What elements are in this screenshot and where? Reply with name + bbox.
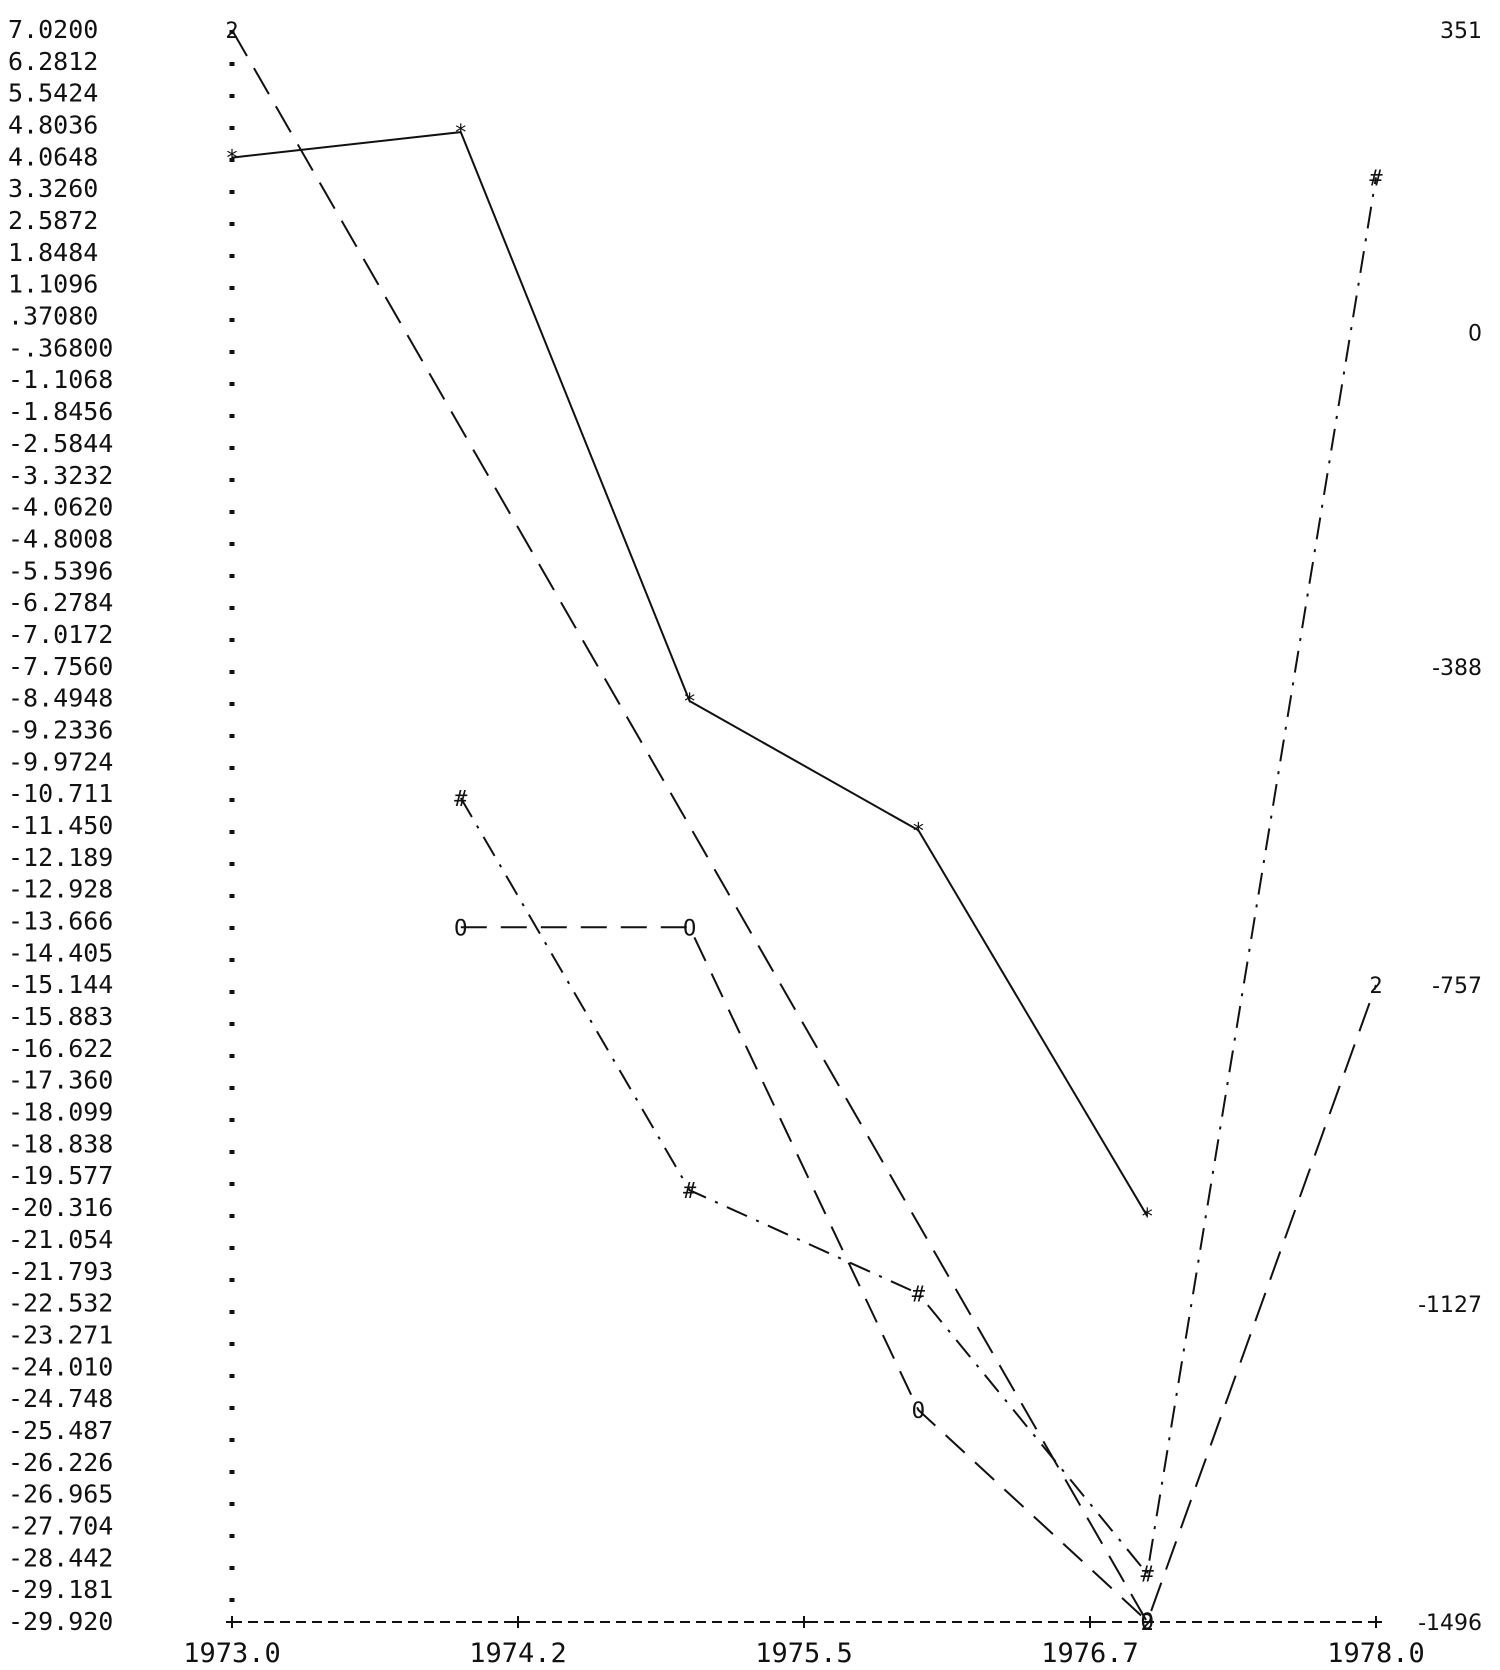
series-markers: * * * * * O O O O # # # # #2 2 2 bbox=[225, 19, 1383, 1636]
series-line-1 bbox=[231, 131, 1149, 1217]
y-tick-label-left: -29.920 bbox=[8, 1607, 113, 1636]
y-tick-label-left: -11.450 bbox=[8, 811, 113, 840]
y-tick-label-left: -24.748 bbox=[8, 1384, 113, 1413]
data-point-series-3: # bbox=[683, 1179, 697, 1204]
y-tick-label-right: -1496 bbox=[1418, 1611, 1482, 1636]
data-point-series-4: 2 bbox=[1141, 1611, 1154, 1636]
y-tick-label-left: -.36800 bbox=[8, 333, 113, 362]
data-point-series-1: * bbox=[454, 121, 467, 146]
y-tick-label-left: -1.8456 bbox=[8, 397, 113, 426]
x-tick-label: 1974.2 bbox=[469, 1638, 567, 1669]
y-tick-label-left: -7.7560 bbox=[8, 652, 113, 681]
y-tick-label-left: -3.3232 bbox=[8, 461, 113, 490]
data-point-series-2: O bbox=[1141, 1610, 1154, 1635]
data-point-series-3: # bbox=[1369, 166, 1383, 191]
data-point-series-4: 2 bbox=[225, 19, 238, 44]
y-tick-label-left: -26.226 bbox=[8, 1448, 113, 1477]
x-tick-label: 1978.0 bbox=[1327, 1638, 1425, 1669]
y-tick-label-left: -8.4948 bbox=[8, 684, 113, 713]
y-tick-label-left: 6.2812 bbox=[8, 47, 98, 76]
y-tick-label-right: -757 bbox=[1432, 974, 1482, 999]
y-tick-label-left: -4.8008 bbox=[8, 524, 113, 553]
data-point-series-2: O bbox=[683, 916, 696, 941]
series-line-3 bbox=[459, 177, 1377, 1577]
y-tick-label-left: -22.532 bbox=[8, 1289, 113, 1318]
y-tick-label-left: -12.189 bbox=[8, 843, 113, 872]
y-tick-label-left: -26.965 bbox=[8, 1480, 113, 1509]
x-tick-label: 1975.5 bbox=[755, 1638, 853, 1669]
x-tick-label: 1973.0 bbox=[183, 1638, 281, 1669]
series-line-2 bbox=[460, 926, 1148, 1622]
y-tick-label-left: 3.3260 bbox=[8, 174, 98, 203]
x-tick-mark bbox=[1370, 1616, 1382, 1628]
y-tick-label-left: -10.711 bbox=[8, 779, 113, 808]
y-tick-label-left: 4.0648 bbox=[8, 142, 98, 171]
data-point-series-4: 2 bbox=[1369, 974, 1382, 999]
x-tick-mark bbox=[1084, 1616, 1096, 1628]
y-tick-label-left: -17.360 bbox=[8, 1066, 113, 1095]
data-point-series-3: # bbox=[1141, 1563, 1155, 1588]
x-tick-mark bbox=[226, 1616, 238, 1628]
y-tick-label-left: 7.0200 bbox=[8, 15, 98, 44]
y-tick-label-left: -14.405 bbox=[8, 938, 113, 967]
series-lines bbox=[231, 29, 1377, 1625]
y-tick-label-left: -15.144 bbox=[8, 970, 113, 999]
y-tick-label-left: -21.793 bbox=[8, 1257, 113, 1286]
y-tick-label-right: -388 bbox=[1432, 656, 1482, 681]
x-tick-mark bbox=[512, 1616, 524, 1628]
y-tick-label-left: 4.8036 bbox=[8, 111, 98, 140]
y-tick-label-left: -28.442 bbox=[8, 1543, 113, 1572]
y-tick-label-left: -1.1068 bbox=[8, 365, 113, 394]
y-tick-label-left: .37080 bbox=[8, 302, 98, 331]
data-point-series-2: O bbox=[912, 1399, 925, 1424]
data-point-series-2: O bbox=[454, 916, 467, 941]
series-line-4 bbox=[231, 29, 1377, 1625]
y-tick-label-left: -29.181 bbox=[8, 1575, 113, 1604]
y-tick-label-right: 351 bbox=[1440, 19, 1482, 44]
y-tick-label-left: -9.9724 bbox=[8, 747, 113, 776]
data-point-series-1: * bbox=[225, 147, 238, 172]
y-tick-label-left: -20.316 bbox=[8, 1193, 113, 1222]
x-tick-mark bbox=[798, 1616, 810, 1628]
x-tick-label: 1976.7 bbox=[1041, 1638, 1139, 1669]
y-tick-label-left: -15.883 bbox=[8, 1002, 113, 1031]
y-tick-label-left: -25.487 bbox=[8, 1416, 113, 1445]
y-tick-label-left: -27.704 bbox=[8, 1511, 113, 1540]
y-tick-label-left: -18.099 bbox=[8, 1098, 113, 1127]
y-tick-label-left: -2.5844 bbox=[8, 429, 113, 458]
y-tick-label-left: -16.622 bbox=[8, 1034, 113, 1063]
y-tick-label-left: -12.928 bbox=[8, 875, 113, 904]
y-tick-label-left: -18.838 bbox=[8, 1129, 113, 1158]
y-tick-label-left: -6.2784 bbox=[8, 588, 113, 617]
y-tick-label-left: -9.2336 bbox=[8, 715, 113, 744]
y-tick-label-right: -1127 bbox=[1418, 1293, 1482, 1318]
y-tick-label-left: -19.577 bbox=[8, 1161, 113, 1190]
y-tick-label-right: 0 bbox=[1468, 322, 1482, 347]
data-point-series-3: # bbox=[912, 1283, 926, 1308]
y-tick-label-left: 5.5424 bbox=[8, 79, 98, 108]
y-tick-label-left: 2.5872 bbox=[8, 206, 98, 235]
y-tick-label-left: -5.5396 bbox=[8, 556, 113, 585]
y-tick-label-left: -7.0172 bbox=[8, 620, 113, 649]
y-tick-label-left: 1.1096 bbox=[8, 270, 98, 299]
y-tick-label-left: -21.054 bbox=[8, 1225, 113, 1254]
y-tick-label-left: -24.010 bbox=[8, 1352, 113, 1381]
data-point-series-1: * bbox=[912, 819, 925, 844]
data-point-series-3: # bbox=[454, 787, 468, 812]
y-tick-label-left: -13.666 bbox=[8, 907, 113, 936]
y-tick-label-left: 1.8484 bbox=[8, 238, 98, 267]
y-tick-label-left: -23.271 bbox=[8, 1320, 113, 1349]
data-point-series-1: * bbox=[1141, 1205, 1154, 1230]
axes bbox=[226, 30, 1382, 1628]
y-tick-label-left: -4.0620 bbox=[8, 493, 113, 522]
data-point-series-1: * bbox=[683, 690, 696, 715]
